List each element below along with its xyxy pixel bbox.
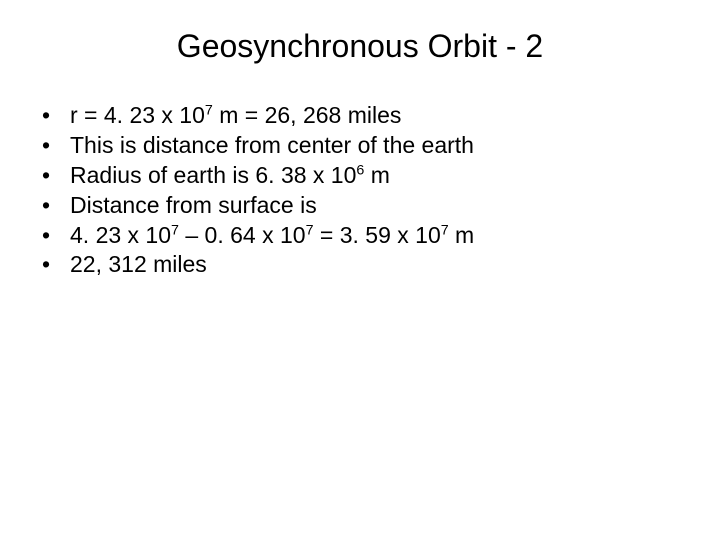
list-item: 4. 23 x 107 – 0. 64 x 107 = 3. 59 x 107 … xyxy=(42,221,720,251)
bullet-text: 4. 23 x 107 – 0. 64 x 107 = 3. 59 x 107 … xyxy=(70,222,474,248)
list-item: Radius of earth is 6. 38 x 106 m xyxy=(42,161,720,191)
list-item: This is distance from center of the eart… xyxy=(42,131,720,161)
list-item: r = 4. 23 x 107 m = 26, 268 miles xyxy=(42,101,720,131)
bullet-text: r = 4. 23 x 107 m = 26, 268 miles xyxy=(70,102,401,128)
list-item: Distance from surface is xyxy=(42,191,720,221)
slide: Geosynchronous Orbit - 2 r = 4. 23 x 107… xyxy=(0,0,720,540)
list-item: 22, 312 miles xyxy=(42,250,720,280)
bullet-text: Distance from surface is xyxy=(70,192,317,218)
bullet-text: 22, 312 miles xyxy=(70,251,207,277)
slide-title: Geosynchronous Orbit - 2 xyxy=(0,28,720,65)
bullet-text: This is distance from center of the eart… xyxy=(70,132,474,158)
bullet-text: Radius of earth is 6. 38 x 106 m xyxy=(70,162,390,188)
bullet-list: r = 4. 23 x 107 m = 26, 268 miles This i… xyxy=(0,101,720,280)
